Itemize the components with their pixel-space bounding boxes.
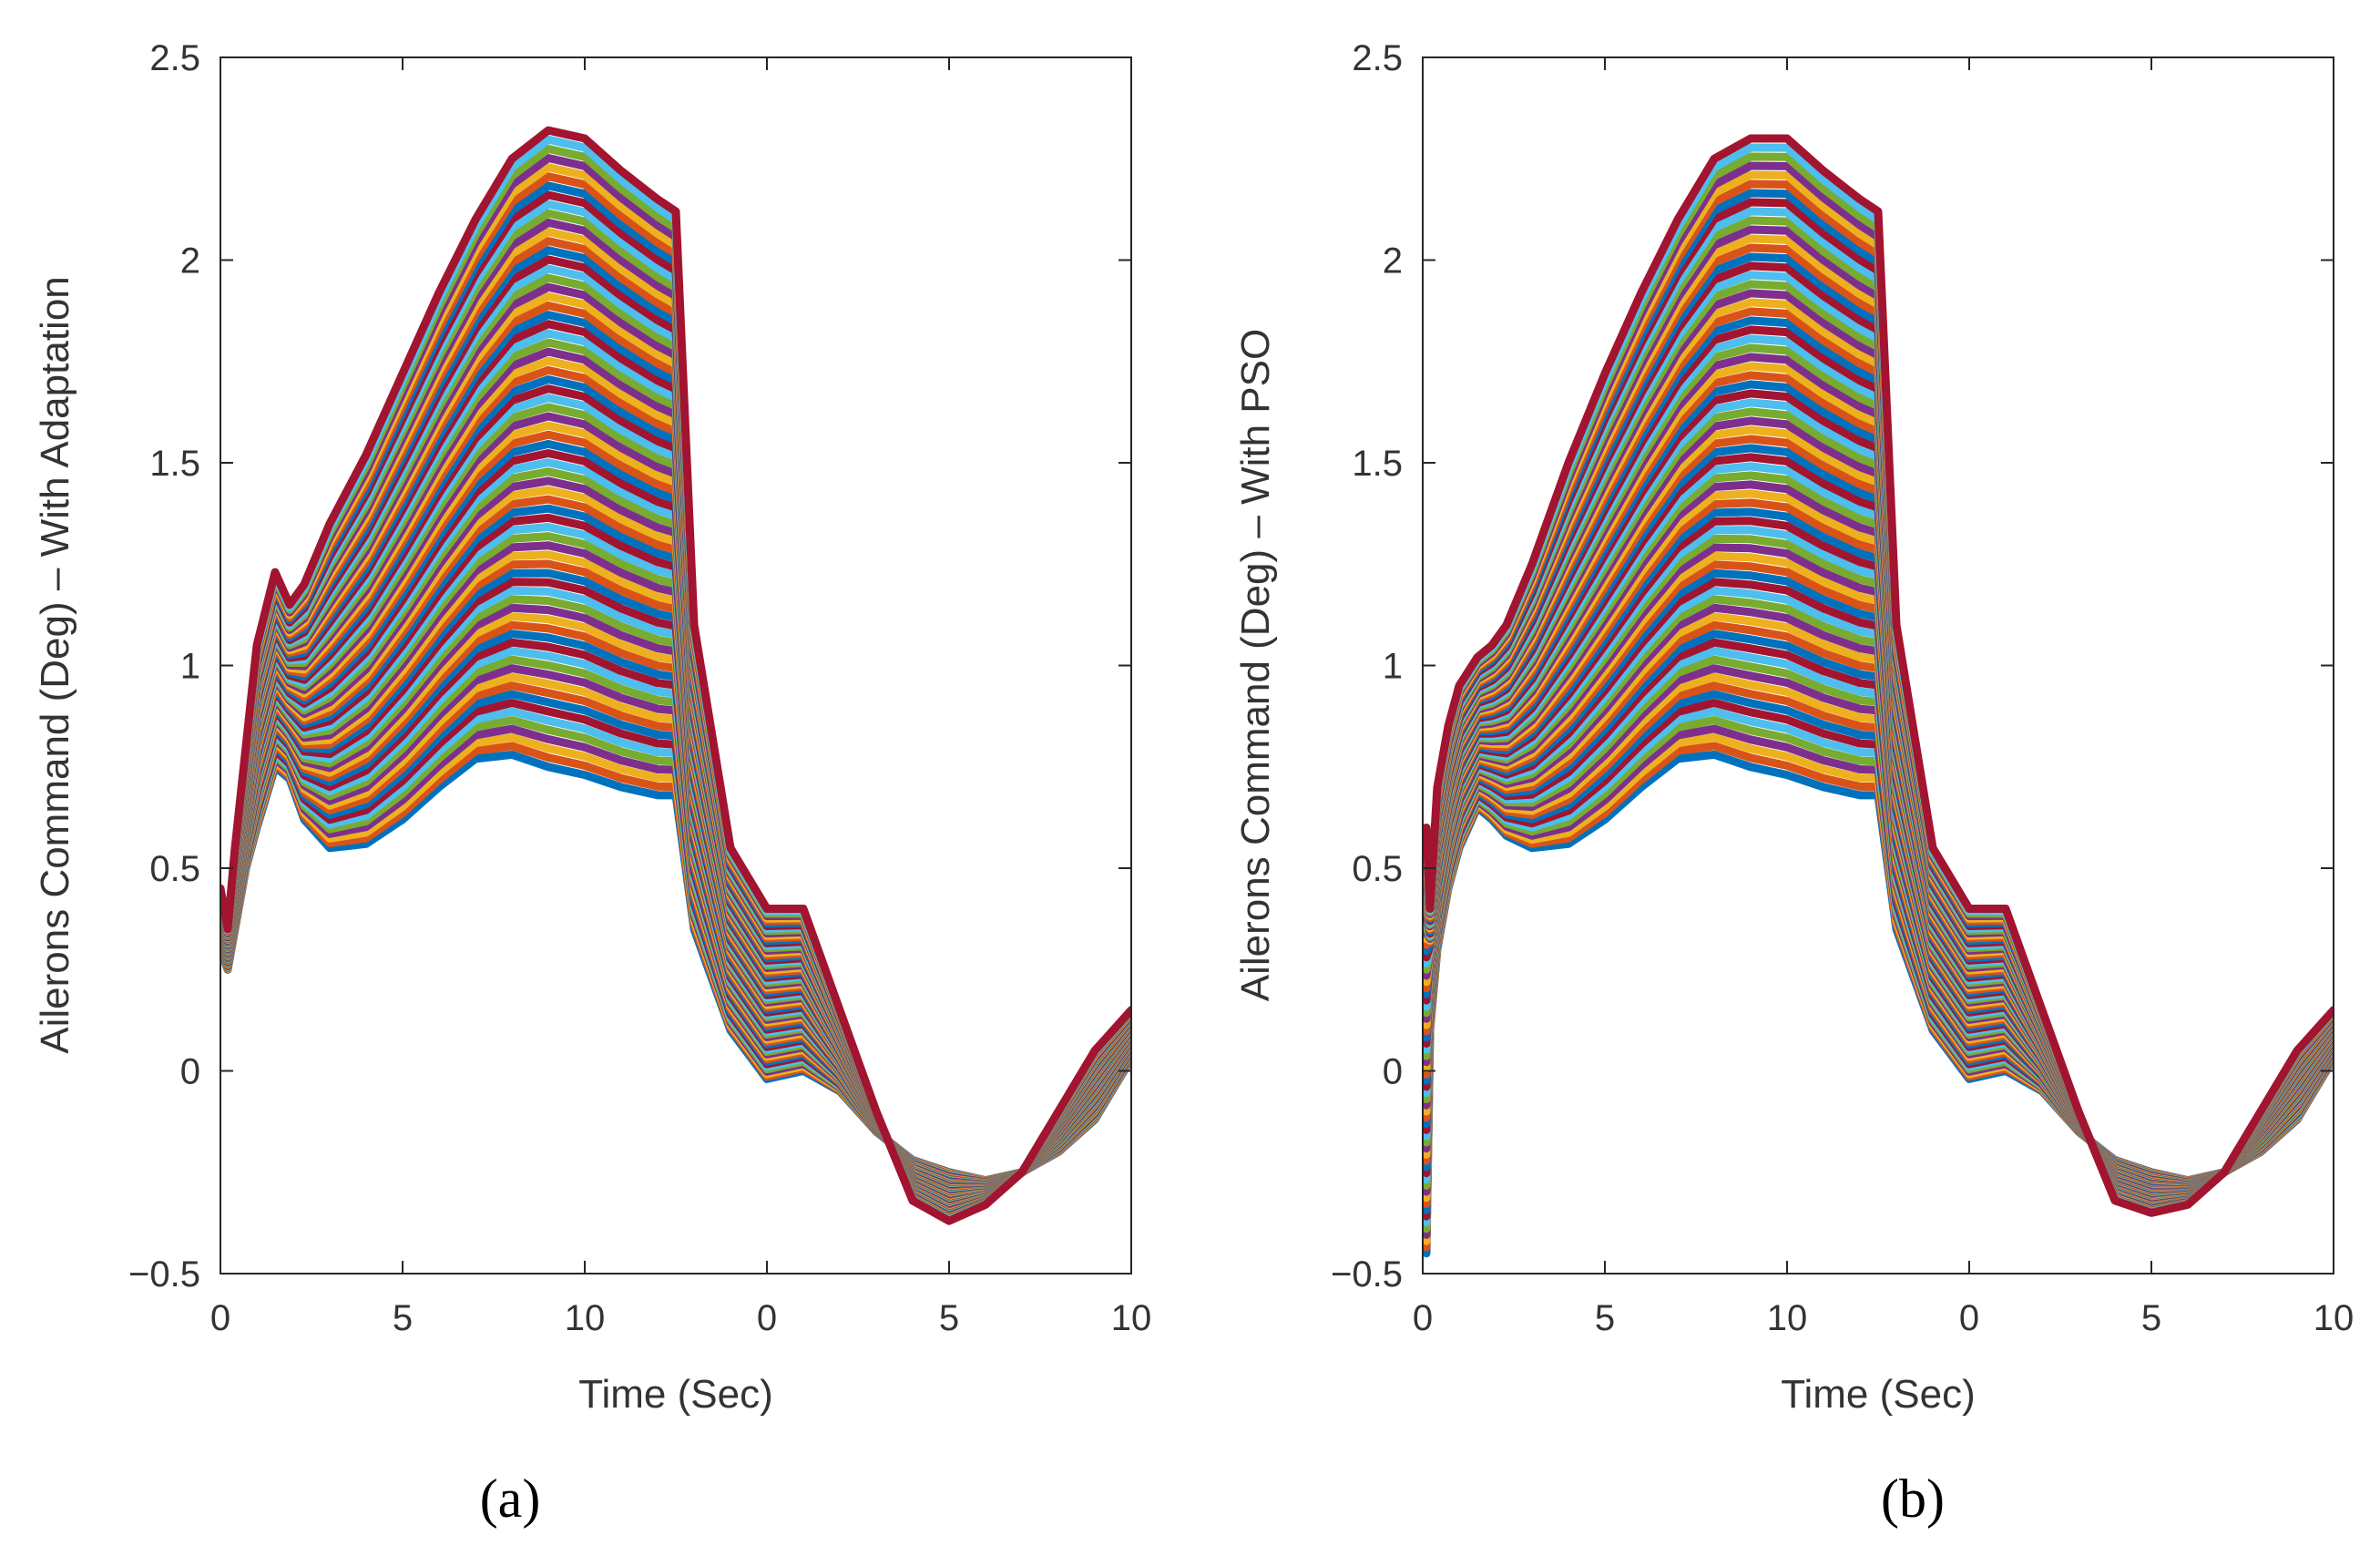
y-tick-label: 2 (180, 241, 200, 282)
y-tick-label: 1.5 (149, 444, 200, 484)
y-axis-label-a: Ailerons Command (Deg) – With Adaptation (33, 276, 77, 1054)
y-tick-label: 0.5 (1352, 849, 1403, 889)
y-tick-label: 1 (180, 647, 200, 687)
x-tick-label: 10 (2314, 1298, 2354, 1338)
x-axis-label-b: Time (Sec) (1781, 1372, 1976, 1417)
y-ticks-a: −0.5 0 0.5 1 1.5 2 2.5 (128, 38, 1131, 1295)
y-tick-label: −0.5 (1331, 1254, 1403, 1295)
x-tick-label: 5 (939, 1298, 959, 1338)
y-tick-label: 1.5 (1352, 444, 1403, 484)
x-ticks-a: 0 5 10 0 5 10 (210, 57, 1151, 1338)
y-tick-label: 0 (180, 1052, 200, 1092)
x-tick-label: 0 (1959, 1298, 1979, 1338)
y-axis-label-b: Ailerons Command (Deg) – With PSO (1233, 329, 1278, 1001)
y-tick-label: 0 (1383, 1052, 1403, 1092)
series-line (220, 126, 1131, 1225)
x-tick-label: 5 (1595, 1298, 1615, 1338)
series-lines-b (1423, 134, 2334, 1258)
y-tick-label: 2.5 (149, 38, 200, 78)
series-line (1423, 134, 2334, 1217)
y-tick-label: 1 (1383, 647, 1403, 687)
chart-panel-b: −0.500.511.522.5 0 5 10 0 5 10 Time (Sec) Ail… (1233, 38, 2354, 1529)
x-tick-label: 5 (393, 1298, 413, 1338)
x-tick-label: 0 (210, 1298, 230, 1338)
x-ticks-b: 0 5 10 0 5 10 (1413, 57, 2354, 1338)
y-tick-label: −0.5 (128, 1254, 200, 1295)
x-tick-label: 0 (757, 1298, 777, 1338)
x-tick-label: 5 (2141, 1298, 2161, 1338)
x-tick-label: 0 (1413, 1298, 1433, 1338)
panel-label-b: (b) (1881, 1469, 1945, 1529)
y-tick-label: 0.5 (149, 849, 200, 889)
x-tick-label: 10 (1767, 1298, 1808, 1338)
series-lines-a (220, 126, 1131, 1225)
x-tick-label: 10 (1111, 1298, 1152, 1338)
y-tick-label: 2.5 (1352, 38, 1403, 78)
panel-label-a: (a) (480, 1469, 541, 1529)
y-tick-label: 2 (1383, 241, 1403, 282)
y-ticks-b: −0.5 0 0.5 1 1.5 2 2.5 (1331, 38, 2334, 1295)
chart-panel-a: −0.500.511.522.5 0 5 10 0 5 10 Time (Sec) Ail… (33, 38, 1151, 1529)
x-axis-label-a: Time (Sec) (578, 1372, 773, 1417)
x-tick-label: 10 (565, 1298, 606, 1338)
